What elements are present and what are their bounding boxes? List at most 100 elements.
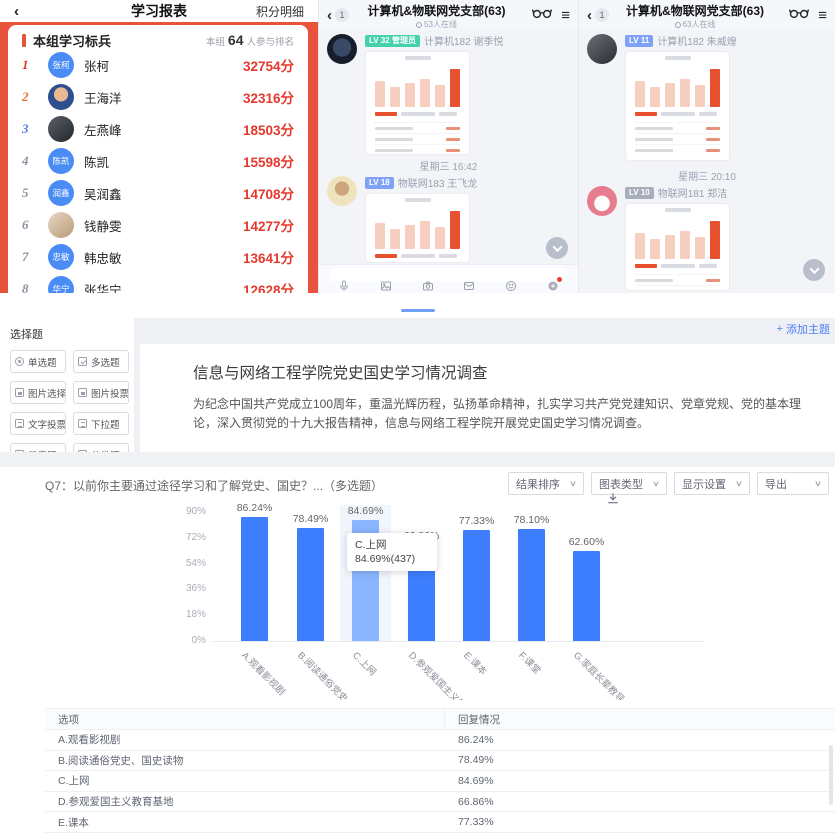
drag-indicator[interactable] (400, 309, 435, 312)
survey-description[interactable]: 为纪念中国共产党成立100周年，重温光辉历程，弘扬革命精神，扎实学习共产党党建知… (193, 397, 802, 430)
table-row[interactable]: A.观看影视剧 86.24% (45, 730, 835, 751)
export-dropdown[interactable]: 导出 ∨ (757, 472, 829, 495)
chart-bar[interactable] (463, 530, 490, 641)
rank-number: 1 (22, 57, 29, 72)
x-axis-label: G.家庭长辈教导 (570, 650, 626, 700)
back-icon[interactable]: ‹ (14, 2, 19, 20)
bar-value-label: 78.49% (292, 513, 329, 526)
qtype-icon (15, 450, 24, 452)
plus-icon[interactable] (547, 277, 563, 292)
online-count: 53人在线 (424, 20, 457, 29)
option-cell: C.上网 (58, 775, 90, 788)
menu-icon[interactable]: ≡ (818, 6, 827, 24)
leaderboard-row[interactable]: 1 张柯 张柯 32754分 (22, 49, 294, 81)
image-icon[interactable] (380, 280, 392, 292)
qtype-label: 文字投票 (28, 419, 66, 431)
dropdown-label: 导出 (765, 478, 787, 491)
qtype-button-1[interactable]: 单选题 (10, 350, 66, 373)
avatar[interactable] (587, 186, 617, 216)
leaderboard-row[interactable]: 6 钱静雯 14277分 (22, 209, 294, 241)
scroll-to-bottom-button[interactable] (546, 237, 568, 259)
add-topic-link[interactable]: + 添加主题 (777, 321, 830, 337)
avatar[interactable] (327, 34, 357, 64)
avatar-text: 润鑫 (52, 188, 70, 198)
rank-number: 5 (22, 185, 29, 200)
leaderboard-row[interactable]: 7 忠敏 韩忠敏 13641分 (22, 241, 294, 273)
chevron-down-icon (552, 241, 562, 252)
member-score: 14708分 (242, 187, 294, 202)
survey-title[interactable]: 信息与网络工程学院党史国史学习情况调查 (193, 365, 488, 382)
results-table: 选项 回复情况 A.观看影视剧 86.24% B.阅读通俗党史、国史读物 78.49% C.… (45, 708, 835, 838)
qtype-button-6[interactable]: 下拉题 (73, 412, 129, 435)
points-detail-link[interactable]: 积分明细 (255, 4, 304, 19)
display-settings-dropdown[interactable]: 显示设置 ∨ (674, 472, 750, 495)
back-button[interactable]: ‹ 1 (327, 8, 349, 23)
avatar[interactable] (587, 34, 617, 64)
scrollbar[interactable] (829, 745, 833, 805)
report-red-frame: 本组学习标兵 本组 64 人参与排名 1 张柯 张柯 32754分 2 王海洋 32316分… (0, 22, 318, 293)
table-row[interactable]: E.课本 77.33% (45, 812, 835, 833)
sort-dropdown[interactable]: 结果排序 ∨ (508, 472, 584, 495)
shared-image[interactable] (625, 51, 730, 161)
glasses-icon[interactable] (789, 6, 810, 24)
avatar-text: 陈凯 (52, 156, 70, 166)
glasses-icon[interactable] (532, 6, 553, 24)
qtype-button-2[interactable]: 多选题 (73, 350, 129, 373)
table-row[interactable]: C.上网 84.69% (45, 771, 835, 792)
red-bullet (22, 33, 26, 47)
microphone-icon[interactable] (338, 280, 350, 292)
avatar[interactable] (327, 176, 357, 206)
y-axis-tick: 36% (185, 583, 206, 595)
member-score: 18503分 (242, 123, 294, 138)
leaderboard-row[interactable]: 2 王海洋 32316分 (22, 81, 294, 113)
shared-image[interactable] (625, 203, 730, 291)
leaderboard-row[interactable]: 8 华宁 张华宁 12628分 (22, 273, 294, 293)
y-axis-tick: 54% (185, 557, 206, 569)
thumb-caption (635, 264, 717, 268)
emoji-icon[interactable] (505, 280, 517, 292)
y-axis-tick: 0% (191, 635, 206, 646)
camera-icon[interactable] (422, 280, 434, 292)
qtype-icon (15, 419, 24, 428)
chart-bar[interactable] (297, 528, 324, 641)
qtype-button-5[interactable]: 文字投票 (10, 412, 66, 435)
shared-image[interactable] (365, 193, 470, 263)
red-packet-icon[interactable] (463, 280, 475, 292)
qtype-button-8[interactable]: 分类题 (73, 443, 129, 452)
table-row[interactable]: D.参观爱国主义教育基地 66.86% (45, 791, 835, 813)
chart-bar[interactable] (573, 551, 600, 641)
avatar (48, 84, 74, 110)
back-button[interactable]: ‹ 1 (587, 8, 609, 23)
menu-icon[interactable]: ≡ (561, 6, 570, 24)
scroll-to-bottom-button[interactable] (803, 259, 825, 281)
tooltip-value: 84.69%(437) (355, 553, 416, 565)
leaderboard-row[interactable]: 4 陈凯 陈凯 15598分 (22, 145, 294, 177)
timestamp: 星期三 16:42 (419, 162, 478, 173)
table-row[interactable]: B.阅读通俗党史、国史读物 78.49% (45, 750, 835, 772)
chevron-down-icon: ∨ (813, 479, 823, 488)
qtype-label: 多选题 (91, 357, 120, 369)
download-chart-icon[interactable] (606, 491, 620, 510)
chart-bar[interactable] (518, 529, 545, 641)
x-axis-label: F.课堂 (515, 650, 543, 677)
option-cell: B.阅读通俗党史、国史读物 (58, 754, 184, 767)
chat-panel-left: ‹ 1 计算机&物联网党支部(63) 53人在线 ≡ LV 32 管理员 计算 (318, 0, 578, 293)
leaderboard-rows: 1 张柯 张柯 32754分 2 王海洋 32316分 3 左燕峰 18503分 4 陈凯 陈凯 1559… (22, 49, 294, 293)
message-input[interactable] (329, 268, 568, 282)
member-score: 12628分 (242, 283, 294, 293)
leaderboard-row[interactable]: 5 润鑫 吴润鑫 14708分 (22, 177, 294, 209)
member-score: 32754分 (242, 59, 294, 74)
leaderboard-row[interactable]: 3 左燕峰 18503分 (22, 113, 294, 145)
chart-bar[interactable] (241, 517, 268, 641)
shared-image[interactable] (365, 51, 470, 155)
thumb-mini-bars (375, 65, 460, 107)
participants-info: 本组 64 人参与排名 (206, 32, 294, 48)
qtype-button-4[interactable]: 图片投票 (73, 381, 129, 404)
qtype-icon (78, 388, 87, 397)
qtype-button-3[interactable]: 图片选择 (10, 381, 66, 404)
qtype-button-7[interactable]: 量表题 (10, 443, 66, 452)
member-name: 钱静雯 (84, 219, 122, 234)
chart-type-dropdown[interactable]: 图表类型 ∨ (591, 472, 667, 495)
